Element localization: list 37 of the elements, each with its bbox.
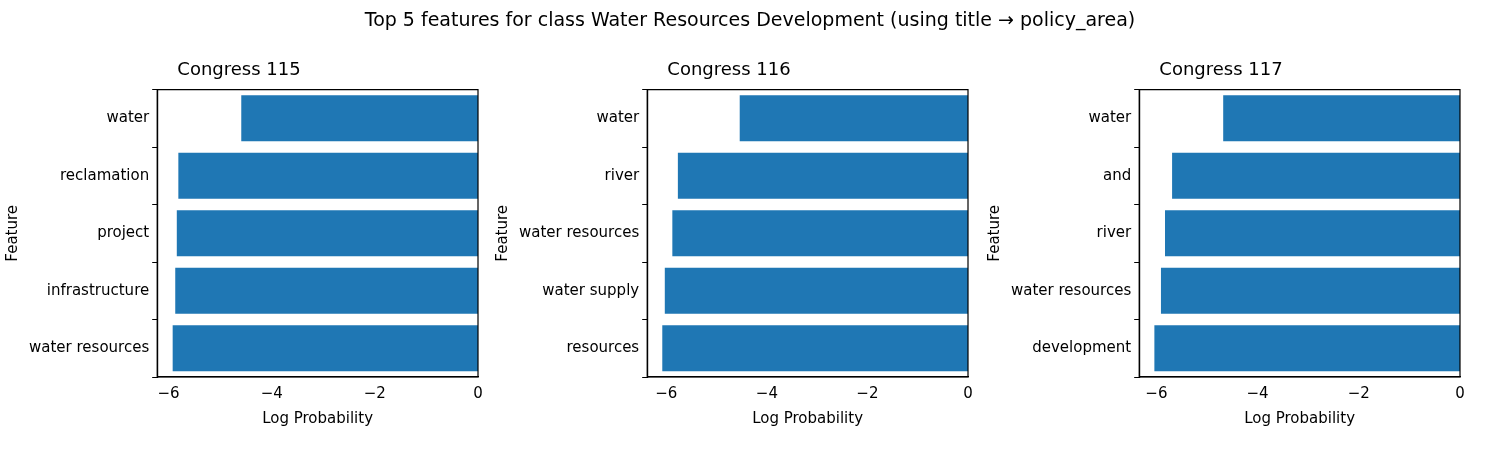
x-tick-label: −4: [1246, 383, 1269, 402]
y-axis-title: Feature: [2, 204, 21, 262]
y-tick-label: water supply: [542, 280, 640, 299]
y-tick-label: resources: [566, 338, 640, 357]
x-axis-title: Log Probability: [752, 408, 864, 427]
y-tick-label: reclamation: [59, 165, 150, 184]
y-tick-label: water resources: [28, 338, 150, 357]
chart-subtitle: Congress 117: [1159, 58, 1283, 80]
x-tick-label: −6: [1145, 383, 1168, 402]
y-tick-label: water: [1088, 108, 1133, 127]
chart-subtitle: Congress 116: [667, 58, 791, 80]
y-tick-label: development: [1032, 338, 1132, 357]
x-tick-label: 0: [1455, 383, 1465, 402]
y-tick-label: water resources: [518, 223, 640, 242]
x-tick-label: −2: [1347, 383, 1370, 402]
chart-subtitle: Congress 115: [177, 58, 301, 80]
y-tick-label: water: [106, 108, 151, 127]
x-tick-label: −4: [260, 383, 283, 402]
y-tick-label: infrastructure: [46, 280, 150, 299]
x-axis-title: Log Probability: [262, 408, 374, 427]
x-tick-label: −2: [363, 383, 386, 402]
x-tick-label: −6: [157, 383, 180, 402]
x-tick-label: −2: [856, 383, 879, 402]
text: Top 5 features for class Water Resources Development (using title → policy_area): [363, 8, 1137, 30]
x-tick-label: −4: [755, 383, 778, 402]
x-tick-label: 0: [963, 383, 973, 402]
y-tick-label: water resources: [1010, 280, 1132, 299]
y-tick-label: river: [604, 165, 641, 184]
x-axis-title: Log Probability: [1244, 408, 1356, 427]
y-tick-label: project: [97, 223, 150, 242]
y-tick-label: river: [1096, 223, 1133, 242]
x-tick-label: −6: [655, 383, 678, 402]
y-axis-title: Feature: [492, 204, 511, 262]
y-tick-label: water: [596, 108, 641, 127]
y-axis-title: Feature: [984, 204, 1003, 262]
y-tick-label: and: [1102, 165, 1132, 184]
x-tick-label: 0: [473, 383, 483, 402]
